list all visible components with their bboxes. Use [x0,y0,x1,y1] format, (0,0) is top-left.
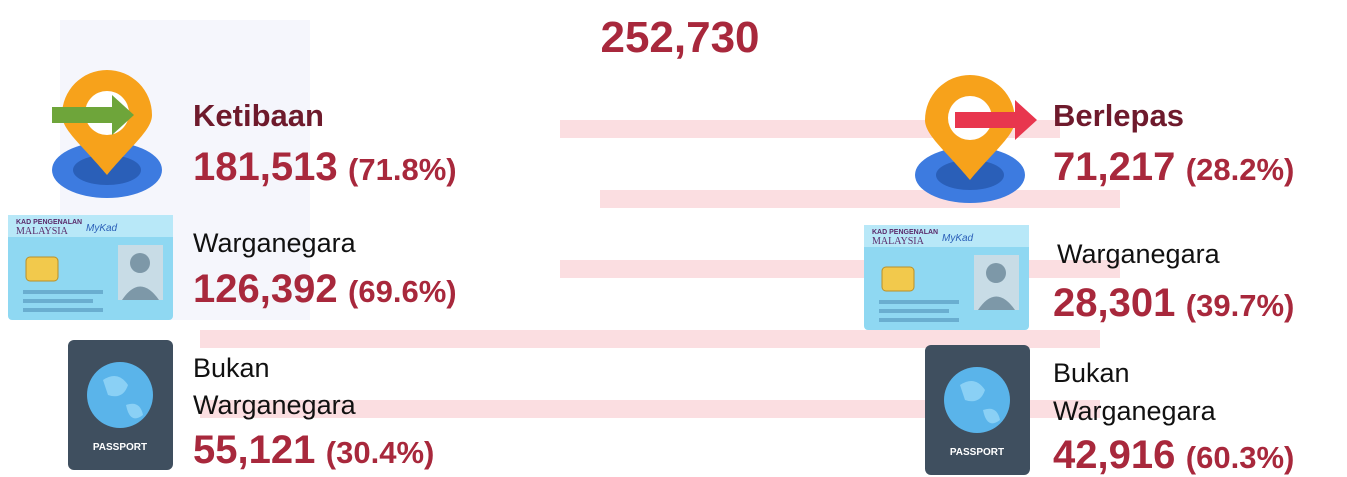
card-top: KAD PENGENALAN [16,219,82,226]
passport-icon: PASSPORT [68,340,173,470]
value: 71,217 [1053,145,1175,189]
mykad-icon: KAD PENGENALAN MALAYSIA MyKad [7,214,174,321]
card-brand: MyKad [942,233,974,244]
value: 55,121 [193,428,315,472]
card-brand: MyKad [86,223,118,234]
noncitizen-label: Warganegara [1053,396,1217,426]
noncitizen-label: Bukan [1053,358,1130,388]
noncitizen-total: 55,121 (30.4%) [193,428,434,472]
grand-total: 252,730 [600,13,759,62]
noncitizen-total: 42,916 (60.3%) [1053,433,1294,477]
noncitizen-label: Warganegara [193,390,357,420]
departure-total: 71,217 (28.2%) [1053,145,1294,189]
citizen-total: 126,392 (69.6%) [193,267,457,311]
percent: (60.3%) [1186,440,1295,475]
noncitizen-label: Bukan [193,353,270,383]
citizen-label: Warganegara [1057,239,1221,269]
mykad-icon: KAD PENGENALAN MALAYSIA MyKad [863,224,1030,331]
arrival-icon [52,70,162,198]
percent: (69.6%) [348,274,457,309]
percent: (39.7%) [1186,288,1295,323]
percent: (30.4%) [326,435,435,470]
passport-icon: PASSPORT [925,345,1030,475]
card-country: MALAYSIA [872,236,925,247]
departure-icon [915,75,1037,203]
value: 126,392 [193,267,338,311]
passport-text: PASSPORT [93,442,147,453]
card-top: KAD PENGENALAN [872,229,938,236]
value: 181,513 [193,145,338,189]
percent: (71.8%) [348,152,457,187]
card-country: MALAYSIA [16,226,69,237]
percent: (28.2%) [1186,152,1295,187]
passport-text: PASSPORT [950,447,1004,458]
departure-title: Berlepas [1053,98,1184,133]
arrival-total: 181,513 (71.8%) [193,145,457,189]
citizen-label: Warganegara [193,228,357,258]
value: 42,916 [1053,433,1175,477]
citizen-total: 28,301 (39.7%) [1053,281,1294,325]
value: 28,301 [1053,281,1175,325]
arrival-title: Ketibaan [193,98,324,133]
